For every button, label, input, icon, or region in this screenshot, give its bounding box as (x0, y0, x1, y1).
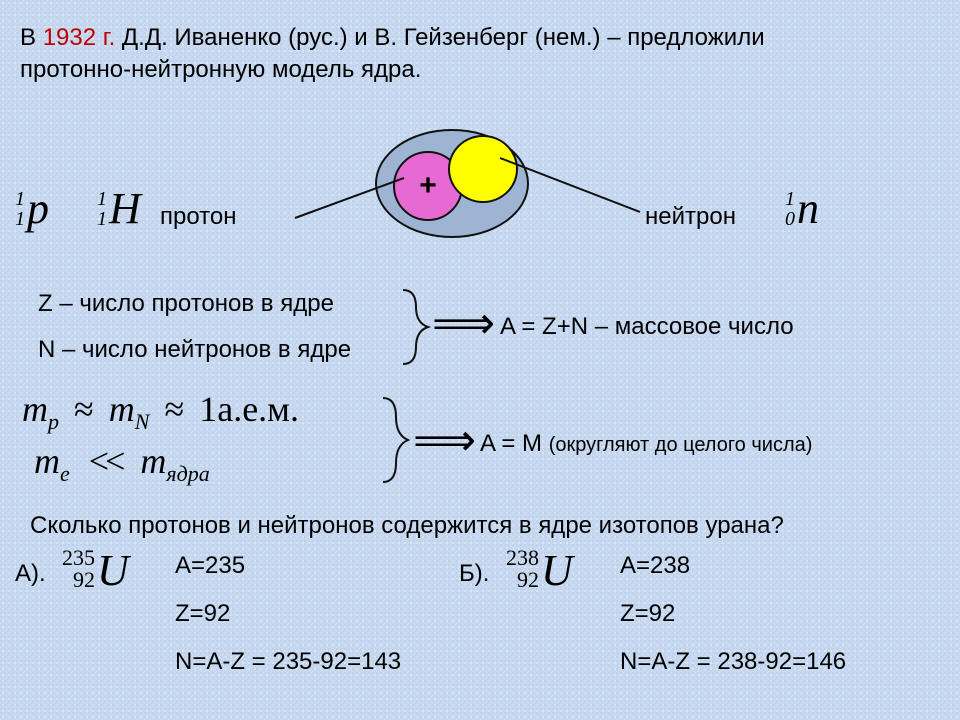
iso-a-label: А). (15, 560, 46, 588)
neutron-n: n (797, 189, 819, 229)
z-def: Z – число протонов в ядре (38, 290, 334, 318)
mass-eq2: A = M (округляют до целого числа) (480, 430, 812, 458)
iso-a-Z: Z=92 (175, 600, 230, 628)
n-def: N – число нейтронов в ядре (38, 336, 351, 364)
arrow-2: ⟹ (413, 415, 476, 466)
proton-p: p (27, 189, 49, 229)
proton-label: протон (160, 203, 237, 231)
iso-a-symbol: 23592 U (62, 547, 129, 591)
iso-b-symbol: 23892 U (506, 547, 573, 591)
proton-h: H (109, 189, 141, 229)
iso-b-label: Б). (459, 560, 489, 588)
iso-b-Z: Z=92 (620, 600, 675, 628)
neutron-label: нейтрон (645, 203, 736, 231)
iso-b-N: N=A-Z = 238-92=146 (620, 648, 846, 676)
neutron-symbol: 10 n (785, 189, 819, 229)
brace-2 (378, 395, 418, 485)
iso-a-A: A=235 (175, 552, 245, 580)
iso-a-N: N=A-Z = 235-92=143 (175, 648, 401, 676)
iso-b-A: A=238 (620, 552, 690, 580)
formula-mp-mn: mp ≈ mN ≈ 1а.е.м. (22, 388, 299, 435)
mass-eq1: A = Z+N – массовое число (500, 313, 794, 341)
proton-symbol-h: 11 H (97, 189, 141, 229)
proton-symbol-p: 11 p (15, 189, 49, 229)
question: Сколько протонов и нейтронов содержится … (30, 512, 784, 540)
arrow-1: ⟹ (432, 298, 495, 349)
formula-me-mnuc: me << mядра (34, 440, 210, 487)
pointer-lines (0, 0, 960, 300)
